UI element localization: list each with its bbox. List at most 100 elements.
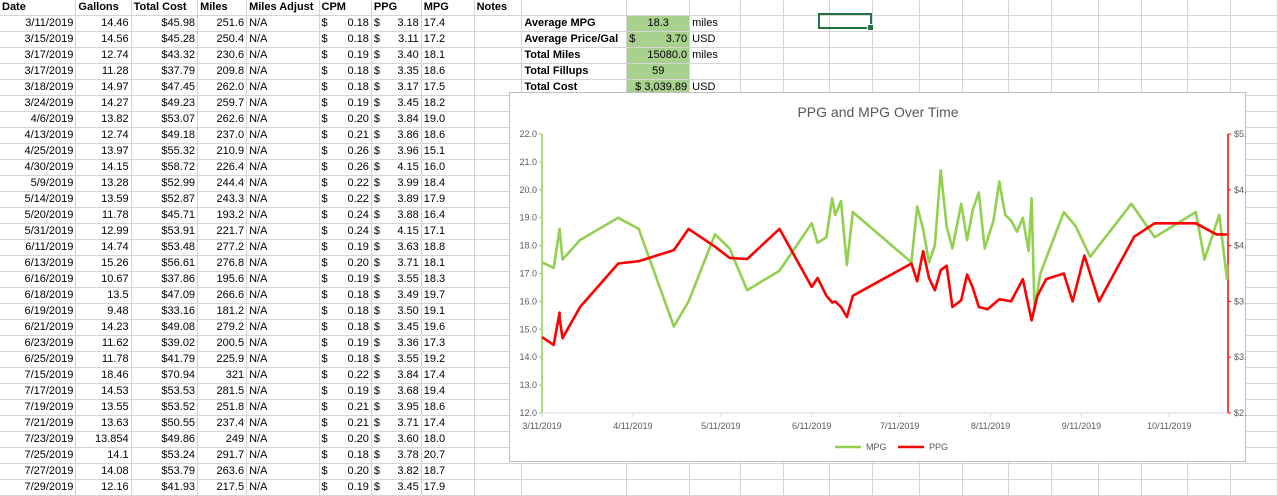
empty-cell[interactable] <box>1008 479 1053 496</box>
table-cell[interactable]: $52.87 <box>131 191 199 208</box>
table-cell[interactable]: 12.99 <box>75 223 132 240</box>
empty-cell[interactable] <box>783 479 831 496</box>
empty-cell[interactable] <box>783 47 831 64</box>
empty-cell[interactable] <box>1187 463 1232 480</box>
table-cell[interactable]: N/A <box>246 319 320 336</box>
table-cell[interactable]: 250.4 <box>197 31 248 48</box>
table-cell[interactable]: N/A <box>246 191 320 208</box>
summary-value[interactable]: 59 <box>626 63 691 80</box>
table-cell[interactable]: 7/15/2019 <box>0 367 77 384</box>
table-cell[interactable]: 18.1 <box>421 255 475 272</box>
table-cell[interactable]: $0.26 <box>319 159 372 176</box>
table-cell[interactable]: N/A <box>246 79 320 96</box>
empty-cell[interactable] <box>1230 47 1278 64</box>
table-cell[interactable]: 321 <box>197 367 248 384</box>
table-cell[interactable]: $0.18 <box>319 15 372 32</box>
table-cell[interactable]: $0.19 <box>319 271 372 288</box>
summary-label[interactable]: Average MPG <box>521 15 628 32</box>
table-cell[interactable]: N/A <box>246 271 320 288</box>
table-cell[interactable]: 15.1 <box>421 143 475 160</box>
empty-cell[interactable] <box>1098 15 1142 32</box>
table-cell[interactable]: $3.86 <box>371 127 422 144</box>
empty-cell[interactable] <box>1051 15 1099 32</box>
empty-cell[interactable] <box>872 479 920 496</box>
table-cell[interactable]: $53.53 <box>131 383 199 400</box>
empty-cell[interactable] <box>474 47 523 64</box>
empty-cell[interactable] <box>1141 15 1189 32</box>
empty-cell[interactable] <box>919 31 963 48</box>
summary-unit[interactable]: USD <box>689 31 741 48</box>
table-cell[interactable]: $0.20 <box>319 255 372 272</box>
summary-label[interactable]: Average Price/Gal <box>521 31 628 48</box>
empty-cell[interactable] <box>919 15 963 32</box>
table-cell[interactable]: 18.0 <box>421 431 475 448</box>
table-cell[interactable]: 16.0 <box>421 159 475 176</box>
empty-cell[interactable] <box>872 0 920 16</box>
table-cell[interactable]: $0.18 <box>319 31 372 48</box>
table-cell[interactable]: N/A <box>246 143 320 160</box>
empty-cell[interactable] <box>962 15 1010 32</box>
table-cell[interactable]: $3.55 <box>371 351 422 368</box>
table-cell[interactable]: 18.6 <box>421 399 475 416</box>
empty-cell[interactable] <box>1230 79 1278 96</box>
table-cell[interactable]: 9.48 <box>75 303 132 320</box>
table-cell[interactable]: 7/21/2019 <box>0 415 77 432</box>
table-cell[interactable]: 17.5 <box>421 79 475 96</box>
empty-cell[interactable] <box>919 463 963 480</box>
empty-cell[interactable] <box>1141 63 1189 80</box>
table-cell[interactable]: 14.53 <box>75 383 132 400</box>
empty-cell[interactable] <box>1008 63 1053 80</box>
empty-cell[interactable] <box>521 479 628 496</box>
column-header[interactable]: CPM <box>319 0 372 16</box>
table-cell[interactable]: 18.7 <box>421 463 475 480</box>
table-cell[interactable]: 195.6 <box>197 271 248 288</box>
table-cell[interactable]: $3.17 <box>371 79 422 96</box>
table-cell[interactable]: N/A <box>246 479 320 496</box>
table-cell[interactable]: $3.88 <box>371 207 422 224</box>
table-cell[interactable]: $3.71 <box>371 415 422 432</box>
table-cell[interactable]: 225.9 <box>197 351 248 368</box>
empty-cell[interactable] <box>521 0 628 16</box>
table-cell[interactable]: N/A <box>246 47 320 64</box>
table-cell[interactable]: 19.2 <box>421 351 475 368</box>
table-cell[interactable]: $33.16 <box>131 303 199 320</box>
table-cell[interactable]: 3/18/2019 <box>0 79 77 96</box>
table-cell[interactable]: $3.84 <box>371 367 422 384</box>
column-header[interactable]: Gallons <box>75 0 132 16</box>
table-cell[interactable]: $3.50 <box>371 303 422 320</box>
empty-cell[interactable] <box>872 31 920 48</box>
table-cell[interactable]: $3.55 <box>371 271 422 288</box>
table-cell[interactable]: 12.16 <box>75 479 132 496</box>
table-cell[interactable]: $37.86 <box>131 271 199 288</box>
empty-cell[interactable] <box>1141 31 1189 48</box>
table-cell[interactable]: 5/14/2019 <box>0 191 77 208</box>
empty-cell[interactable] <box>919 47 963 64</box>
table-cell[interactable]: 237.0 <box>197 127 248 144</box>
table-cell[interactable]: 200.5 <box>197 335 248 352</box>
table-cell[interactable]: 16.4 <box>421 207 475 224</box>
table-cell[interactable]: $0.24 <box>319 223 372 240</box>
table-cell[interactable]: 18.2 <box>421 95 475 112</box>
empty-cell[interactable] <box>1098 479 1142 496</box>
table-cell[interactable]: N/A <box>246 223 320 240</box>
table-cell[interactable]: N/A <box>246 383 320 400</box>
table-cell[interactable]: 210.9 <box>197 143 248 160</box>
empty-cell[interactable] <box>1051 0 1099 16</box>
table-cell[interactable]: 259.7 <box>197 95 248 112</box>
table-cell[interactable]: $0.20 <box>319 111 372 128</box>
table-cell[interactable]: 6/16/2019 <box>0 271 77 288</box>
table-cell[interactable]: 281.5 <box>197 383 248 400</box>
table-cell[interactable]: 3/15/2019 <box>0 31 77 48</box>
empty-cell[interactable] <box>1141 47 1189 64</box>
table-cell[interactable]: 6/18/2019 <box>0 287 77 304</box>
table-cell[interactable]: $3.68 <box>371 383 422 400</box>
table-cell[interactable]: $0.18 <box>319 287 372 304</box>
table-cell[interactable]: 18.1 <box>421 47 475 64</box>
table-cell[interactable]: 3/17/2019 <box>0 63 77 80</box>
table-cell[interactable]: N/A <box>246 415 320 432</box>
empty-cell[interactable] <box>474 479 523 496</box>
table-cell[interactable]: 7/27/2019 <box>0 463 77 480</box>
table-cell[interactable]: 193.2 <box>197 207 248 224</box>
table-cell[interactable]: $0.18 <box>319 303 372 320</box>
table-cell[interactable]: $53.91 <box>131 223 199 240</box>
